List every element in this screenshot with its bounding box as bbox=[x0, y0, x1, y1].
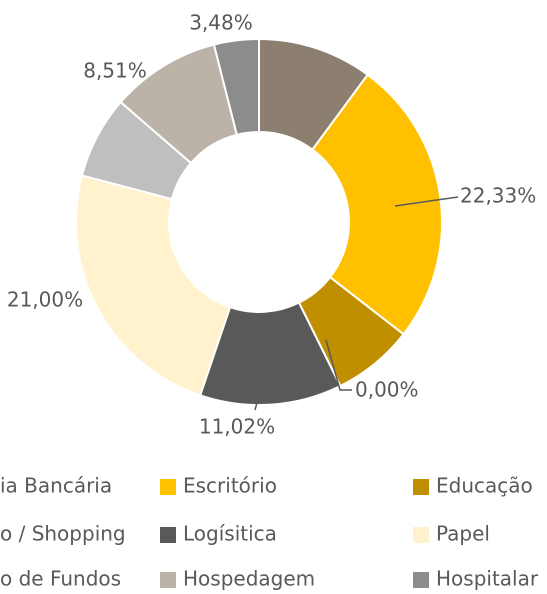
legend-swatch bbox=[413, 527, 429, 543]
leader-line bbox=[254, 354, 271, 411]
data-label: 8,51% bbox=[83, 59, 147, 83]
data-label: 0,00% bbox=[355, 378, 419, 402]
legend-label: Hospitalar bbox=[436, 567, 539, 591]
legend-label: Educação bbox=[436, 474, 533, 498]
legend-swatch bbox=[160, 572, 176, 588]
legend-label: o de Fundos bbox=[0, 567, 121, 591]
data-label: 11,02% bbox=[199, 415, 275, 439]
data-label: 22,33% bbox=[460, 184, 536, 208]
legend-swatch bbox=[413, 479, 429, 495]
donut-slice bbox=[75, 174, 232, 397]
legend-label: Logísitica bbox=[183, 522, 277, 546]
legend-swatch bbox=[413, 572, 429, 588]
legend-label: Papel bbox=[436, 522, 490, 546]
leader-line bbox=[325, 339, 352, 391]
data-label: 21,00% bbox=[7, 288, 83, 312]
legend-label: Escritório bbox=[183, 474, 277, 498]
donut-slice bbox=[311, 73, 443, 336]
legend-label: Hospedagem bbox=[183, 567, 315, 591]
data-label: 3,48% bbox=[189, 11, 253, 35]
donut-slice bbox=[212, 37, 260, 136]
legend-swatch bbox=[160, 527, 176, 543]
leader-line bbox=[394, 196, 459, 207]
legend-label: ia Bancária bbox=[0, 474, 112, 498]
legend-label: o / Shopping bbox=[0, 522, 126, 546]
legend-swatch bbox=[160, 479, 176, 495]
